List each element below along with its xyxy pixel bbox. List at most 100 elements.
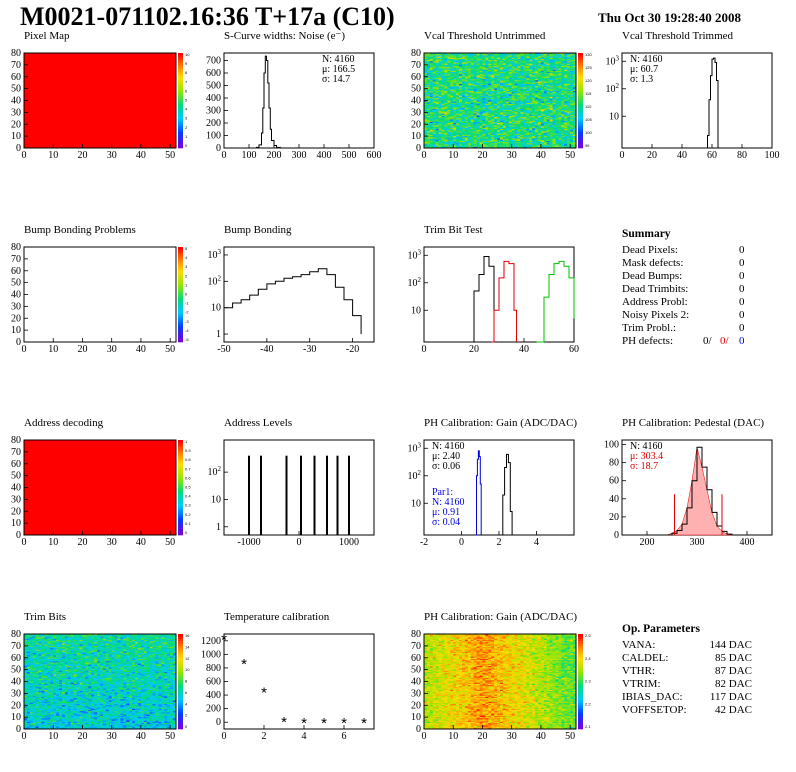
palette-tick-label: 4 [185, 701, 188, 706]
heatmap-cells [424, 634, 577, 730]
x-tick-label: 20 [477, 150, 487, 161]
y-tick-label: 10 [411, 712, 421, 723]
x-tick-label: 2 [262, 731, 267, 742]
palette-tick-label: 3 [185, 264, 188, 269]
palette-tick-label: -5 [185, 337, 189, 342]
x-tick-label: 40 [136, 344, 146, 355]
y-tick-label: 10 [211, 303, 221, 314]
summary-value: 0 [739, 283, 745, 295]
x-tick-label: 0 [22, 731, 27, 742]
y-tick-label: 30 [11, 688, 21, 699]
x-tick-label: 0 [422, 344, 427, 355]
y-tick-label: 400 [206, 690, 221, 701]
y-tick-label: 100 [604, 440, 619, 451]
palette-tick-label: 0.8 [185, 457, 191, 462]
x-tick-label: 20 [647, 150, 657, 161]
address-peak [248, 455, 250, 535]
summary-label: Dead Bumps: [622, 270, 683, 282]
summary-value: 0 [739, 244, 745, 256]
y-tick-label: 20 [609, 512, 619, 523]
palette-tick-label: 95 [585, 143, 590, 148]
palette-tick-label: 3 [185, 116, 188, 121]
plot-frame [23, 246, 177, 343]
palette-tick-label: 0 [185, 724, 188, 729]
summary-value: 0 [739, 270, 745, 282]
y-tick-label: 1200 [201, 636, 221, 647]
x-tick-label: 40 [677, 150, 687, 161]
y-tick-label: 0 [416, 143, 421, 154]
x-tick-label: 0 [22, 537, 27, 548]
y-tick-label: 10 [609, 111, 619, 122]
y-tick-label: 102 [208, 274, 222, 287]
y-tick-label: 20 [11, 119, 21, 130]
palette-tick-label: 0.6 [185, 475, 191, 480]
palette-tick-label: 5 [185, 246, 188, 251]
x-tick-label: 20 [477, 731, 487, 742]
x-tick-label: 100 [765, 150, 780, 161]
stat-line: σ: 14.7 [322, 74, 350, 85]
y-tick-label: 103 [208, 248, 222, 261]
x-tick-label: 0 [422, 150, 427, 161]
y-tick-label: 70 [11, 60, 21, 71]
color-palette [578, 634, 583, 730]
palette-tick-label: 12 [185, 656, 190, 661]
x-tick-label: -30 [303, 344, 316, 355]
x-tick-label: 40 [536, 731, 546, 742]
stat-line: σ: 18.7 [630, 461, 658, 472]
y-tick-label: 30 [411, 107, 421, 118]
y-tick-label: 60 [411, 72, 421, 83]
palette-tick-label: 120 [585, 78, 592, 83]
x-tick-label: 20 [77, 537, 87, 548]
y-tick-label: 103 [408, 248, 422, 261]
stat-line: N: 4160 [630, 54, 663, 65]
y-tick-label: 60 [11, 266, 21, 277]
palette-tick-label: 9 [185, 61, 188, 66]
histogram-series [224, 268, 362, 335]
y-tick-label: 102 [408, 469, 422, 482]
y-tick-label: 60 [11, 653, 21, 664]
palette-tick-label: 0 [185, 530, 188, 535]
summary-label: Dead Trimbits: [622, 283, 689, 295]
y-tick-label: 1000 [201, 649, 221, 660]
x-tick-label: 60 [707, 150, 717, 161]
op-param-value: 117 DAC [709, 691, 752, 703]
y-tick-label: 80 [411, 48, 421, 59]
op-param-label: IBIAS_DAC: [622, 691, 683, 703]
palette-tick-label: 130 [585, 52, 592, 57]
x-tick-label: 2 [497, 537, 502, 548]
y-tick-label: 40 [609, 494, 619, 505]
y-tick-label: 0 [16, 530, 21, 541]
x-tick-label: 10 [48, 344, 58, 355]
y-tick-label: 0 [16, 724, 21, 735]
palette-tick-label: 6 [185, 690, 188, 695]
palette-tick-label: 2.5 [585, 633, 591, 638]
stat-line: σ: 1.3 [630, 74, 653, 85]
y-tick-label: 20 [11, 506, 21, 517]
y-tick-label: 50 [411, 84, 421, 95]
x-tick-label: 40 [136, 537, 146, 548]
y-tick-label: 40 [411, 96, 421, 107]
y-tick-label: 50 [11, 471, 21, 482]
address-peak [300, 455, 302, 535]
heatmap-cells [24, 53, 176, 148]
y-tick-label: 10 [411, 305, 421, 316]
palette-tick-label: 0.2 [185, 512, 191, 517]
x-tick-label: 40 [136, 731, 146, 742]
color-palette [178, 247, 183, 343]
x-tick-label: 50 [165, 150, 175, 161]
y-tick-label: 600 [206, 677, 221, 688]
x-tick-label: 10 [48, 731, 58, 742]
y-tick-label: 1 [216, 522, 221, 533]
x-tick-label: 0 [620, 150, 625, 161]
y-tick-label: 1 [216, 329, 221, 340]
heatmap-cells [24, 634, 177, 730]
x-tick-label: 50 [165, 344, 175, 355]
x-tick-label: 500 [342, 150, 357, 161]
y-tick-label: 40 [11, 677, 21, 688]
summary-ph-value-blue: 0 [739, 335, 745, 347]
y-tick-label: 300 [206, 106, 221, 117]
histogram-series [491, 260, 517, 343]
x-tick-label: 10 [48, 537, 58, 548]
summary-label: Trim Probl.: [622, 322, 677, 334]
summary-value: 0 [739, 322, 745, 334]
